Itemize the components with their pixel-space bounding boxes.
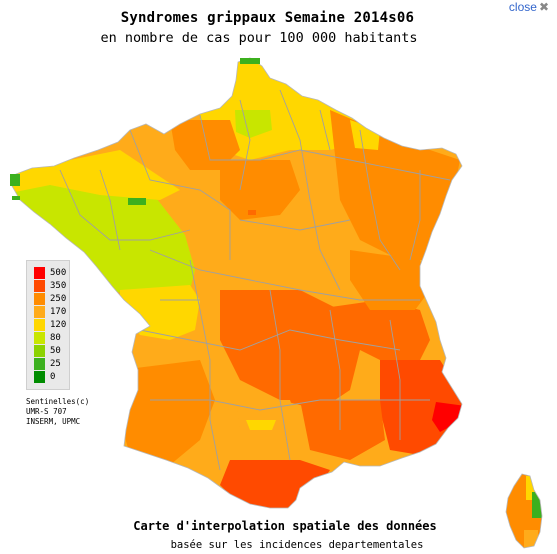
- close-label[interactable]: close: [508, 0, 537, 14]
- legend-item: 25: [27, 358, 69, 370]
- legend-label: 0: [50, 372, 56, 382]
- color-legend: 500 350 250 170 120 80 50 25 0: [26, 260, 70, 390]
- close-button[interactable]: close ✖: [509, 0, 549, 14]
- map-subtitle: en nombre de cas pour 100 000 habitants: [100, 30, 418, 46]
- credit-line: UMR-S 707: [26, 407, 67, 416]
- legend-label: 170: [50, 307, 67, 317]
- legend-item: 120: [27, 319, 69, 331]
- credit-line: Sentinelles(c): [26, 397, 90, 406]
- mainland-fill: [12, 58, 462, 508]
- nord-tip: [240, 58, 260, 64]
- legend-item: 500: [27, 267, 69, 279]
- legend-swatch: [34, 319, 45, 331]
- legend-label: 350: [50, 281, 67, 291]
- legend-swatch: [34, 332, 45, 344]
- legend-label: 25: [50, 359, 61, 369]
- legend-label: 500: [50, 268, 67, 278]
- legend-label: 120: [50, 320, 67, 330]
- brittany-islet: [12, 196, 20, 200]
- legend-item: 0: [27, 371, 69, 383]
- legend-label: 50: [50, 346, 61, 356]
- mainland-coastline: [11, 57, 463, 509]
- credit-line: INSERM, UPMC: [26, 417, 81, 426]
- corsica-coastline: [505, 473, 543, 549]
- credits: Sentinelles(c) UMR-S 707 INSERM, UPMC: [26, 397, 89, 427]
- map-title: Syndromes grippaux Semaine 2014s06: [120, 10, 415, 26]
- footer-title: Carte d'interpolation spatiale des donné…: [133, 519, 437, 533]
- legend-item: 350: [27, 280, 69, 292]
- legend-swatch: [34, 306, 45, 318]
- legend-swatch: [34, 267, 45, 279]
- close-x-icon[interactable]: ✖: [538, 0, 549, 14]
- legend-item: 80: [27, 332, 69, 344]
- department-borders: [59, 89, 451, 471]
- legend-swatch: [34, 280, 45, 292]
- legend-label: 80: [50, 333, 61, 343]
- legend-swatch: [34, 371, 45, 383]
- legend-label: 250: [50, 294, 67, 304]
- brittany-tip: [10, 174, 20, 186]
- legend-swatch: [34, 345, 45, 357]
- legend-item: 250: [27, 293, 69, 305]
- legend-swatch: [34, 293, 45, 305]
- legend-swatch: [34, 358, 45, 370]
- legend-item: 170: [27, 306, 69, 318]
- legend-item: 50: [27, 345, 69, 357]
- footer-subtitle: basée sur les incidences departementales: [170, 539, 424, 551]
